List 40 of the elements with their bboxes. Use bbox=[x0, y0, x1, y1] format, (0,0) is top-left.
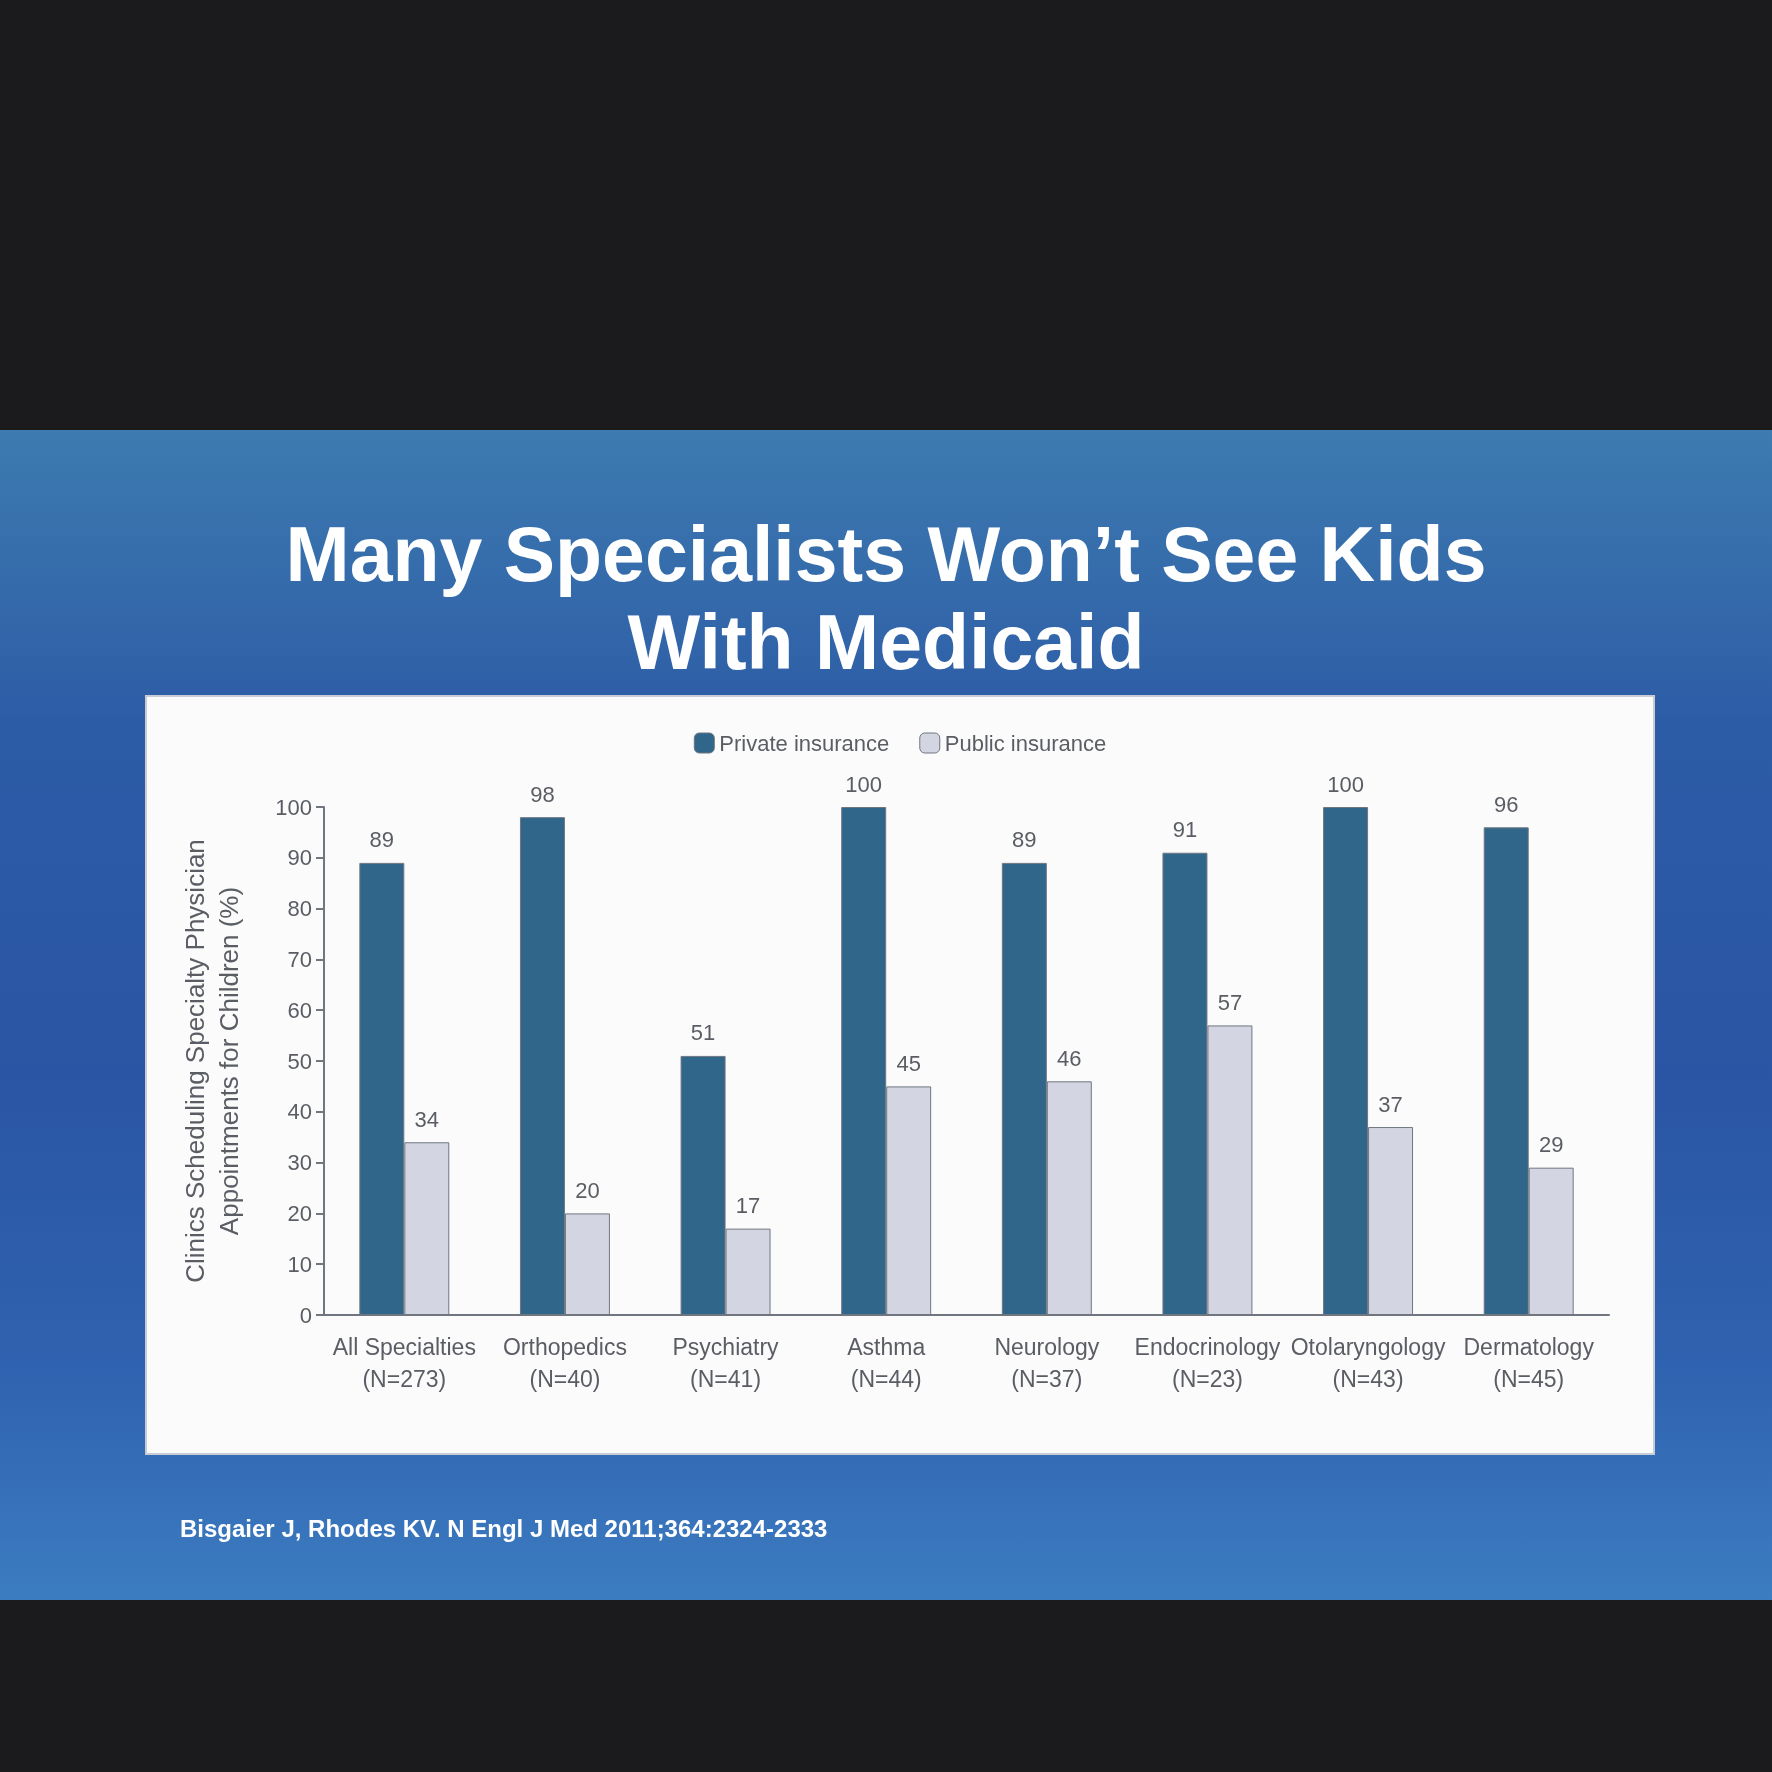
data-label: 100 bbox=[845, 771, 883, 797]
y-tick-label: 20 bbox=[287, 1200, 312, 1226]
chart-title: Many Specialists Won’t See Kids With Medicaid bbox=[284, 510, 1488, 686]
legend-label: Public insurance bbox=[944, 730, 1107, 756]
data-label: 89 bbox=[369, 827, 395, 853]
data-label: 29 bbox=[1538, 1132, 1564, 1158]
data-label: 98 bbox=[530, 781, 555, 807]
x-tick-label: Otolaryngology (N=43) bbox=[1290, 1334, 1446, 1392]
y-tick-label: 100 bbox=[275, 794, 312, 820]
data-label: 45 bbox=[896, 1050, 921, 1076]
x-tick-label: Psychiatry (N=41) bbox=[672, 1334, 780, 1392]
legend-label: Private insurance bbox=[719, 730, 890, 756]
y-tick-label: 50 bbox=[287, 1048, 312, 1074]
y-tick-label: 80 bbox=[287, 896, 312, 922]
y-tick-label: 0 bbox=[299, 1302, 312, 1328]
data-label: 96 bbox=[1493, 791, 1519, 817]
y-tick-label: 90 bbox=[287, 845, 312, 871]
x-tick-label: Orthopedics (N=40) bbox=[502, 1334, 627, 1392]
x-tick-label: Neurology (N=37) bbox=[994, 1334, 1100, 1392]
data-label: 46 bbox=[1057, 1045, 1082, 1071]
text: Bisgaier J, Rhodes KV. N Engl J Med 2011;364:2324-2333 bbox=[180, 1515, 828, 1543]
y-tick-label: 30 bbox=[287, 1150, 312, 1176]
data-label: 20 bbox=[575, 1177, 600, 1203]
y-tick-label: 70 bbox=[287, 946, 312, 972]
data-label: 17 bbox=[735, 1193, 761, 1219]
data-label: 34 bbox=[414, 1106, 440, 1132]
x-tick-label: Dermatology (N=45) bbox=[1463, 1334, 1595, 1392]
data-label: 100 bbox=[1327, 771, 1364, 797]
y-axis-title: Clinics Scheduling Specialty Physician Appointments for Children (%) bbox=[180, 839, 244, 1283]
data-label: 57 bbox=[1217, 989, 1243, 1015]
x-tick-label: Endocrinology (N=23) bbox=[1134, 1334, 1281, 1392]
y-tick-label: 60 bbox=[287, 997, 312, 1023]
data-label: 37 bbox=[1378, 1091, 1403, 1117]
x-tick-label: All Specialties (N=273) bbox=[332, 1334, 476, 1392]
data-label: 51 bbox=[690, 1020, 716, 1046]
data-label: 91 bbox=[1172, 817, 1198, 843]
data-label: 89 bbox=[1012, 827, 1037, 853]
x-tick-label: Asthma (N=44) bbox=[847, 1334, 926, 1392]
y-tick-label: 10 bbox=[287, 1251, 312, 1277]
y-tick-label: 40 bbox=[287, 1099, 312, 1125]
